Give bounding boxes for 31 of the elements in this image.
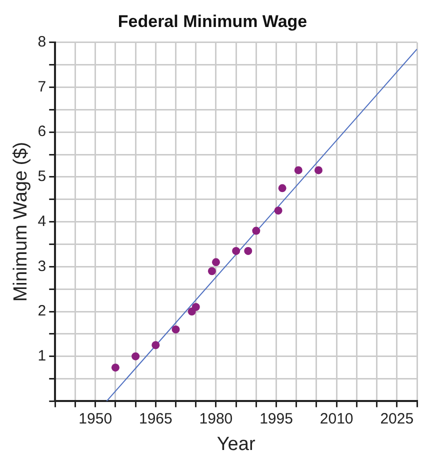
point	[192, 303, 200, 312]
y-tick-label: 1	[38, 347, 46, 364]
x-tick-label: 1980	[199, 410, 233, 428]
point	[111, 364, 120, 372]
x-tick-label: 2010	[320, 410, 354, 428]
y-tick-label: 2	[38, 302, 46, 320]
y-tick-label: 6	[38, 123, 46, 140]
point	[212, 258, 220, 266]
y-axis-title: Minimum Wage ($)	[10, 142, 32, 302]
point	[274, 206, 282, 215]
point	[232, 246, 240, 255]
point	[172, 325, 180, 334]
point	[252, 226, 260, 235]
point	[244, 246, 252, 255]
x-tick-label: 1950	[78, 410, 112, 428]
y-tick-label: 5	[38, 168, 46, 186]
point	[314, 166, 322, 174]
x-axis-title: Year	[216, 434, 256, 455]
x-tick-label: 2025	[380, 410, 414, 428]
point	[278, 184, 286, 192]
y-tick-label: 8	[38, 34, 46, 51]
point	[132, 352, 140, 360]
point	[208, 267, 216, 276]
y-tick-label: 4	[38, 212, 46, 230]
point	[152, 341, 160, 350]
chart-title: Federal Minimum Wage	[118, 12, 308, 31]
point	[294, 166, 302, 174]
y-tick-label: 3	[38, 258, 46, 275]
y-tick-label: 7	[38, 78, 46, 96]
x-tick-label: 1965	[138, 410, 172, 428]
x-tick-label: 1995	[260, 410, 293, 428]
